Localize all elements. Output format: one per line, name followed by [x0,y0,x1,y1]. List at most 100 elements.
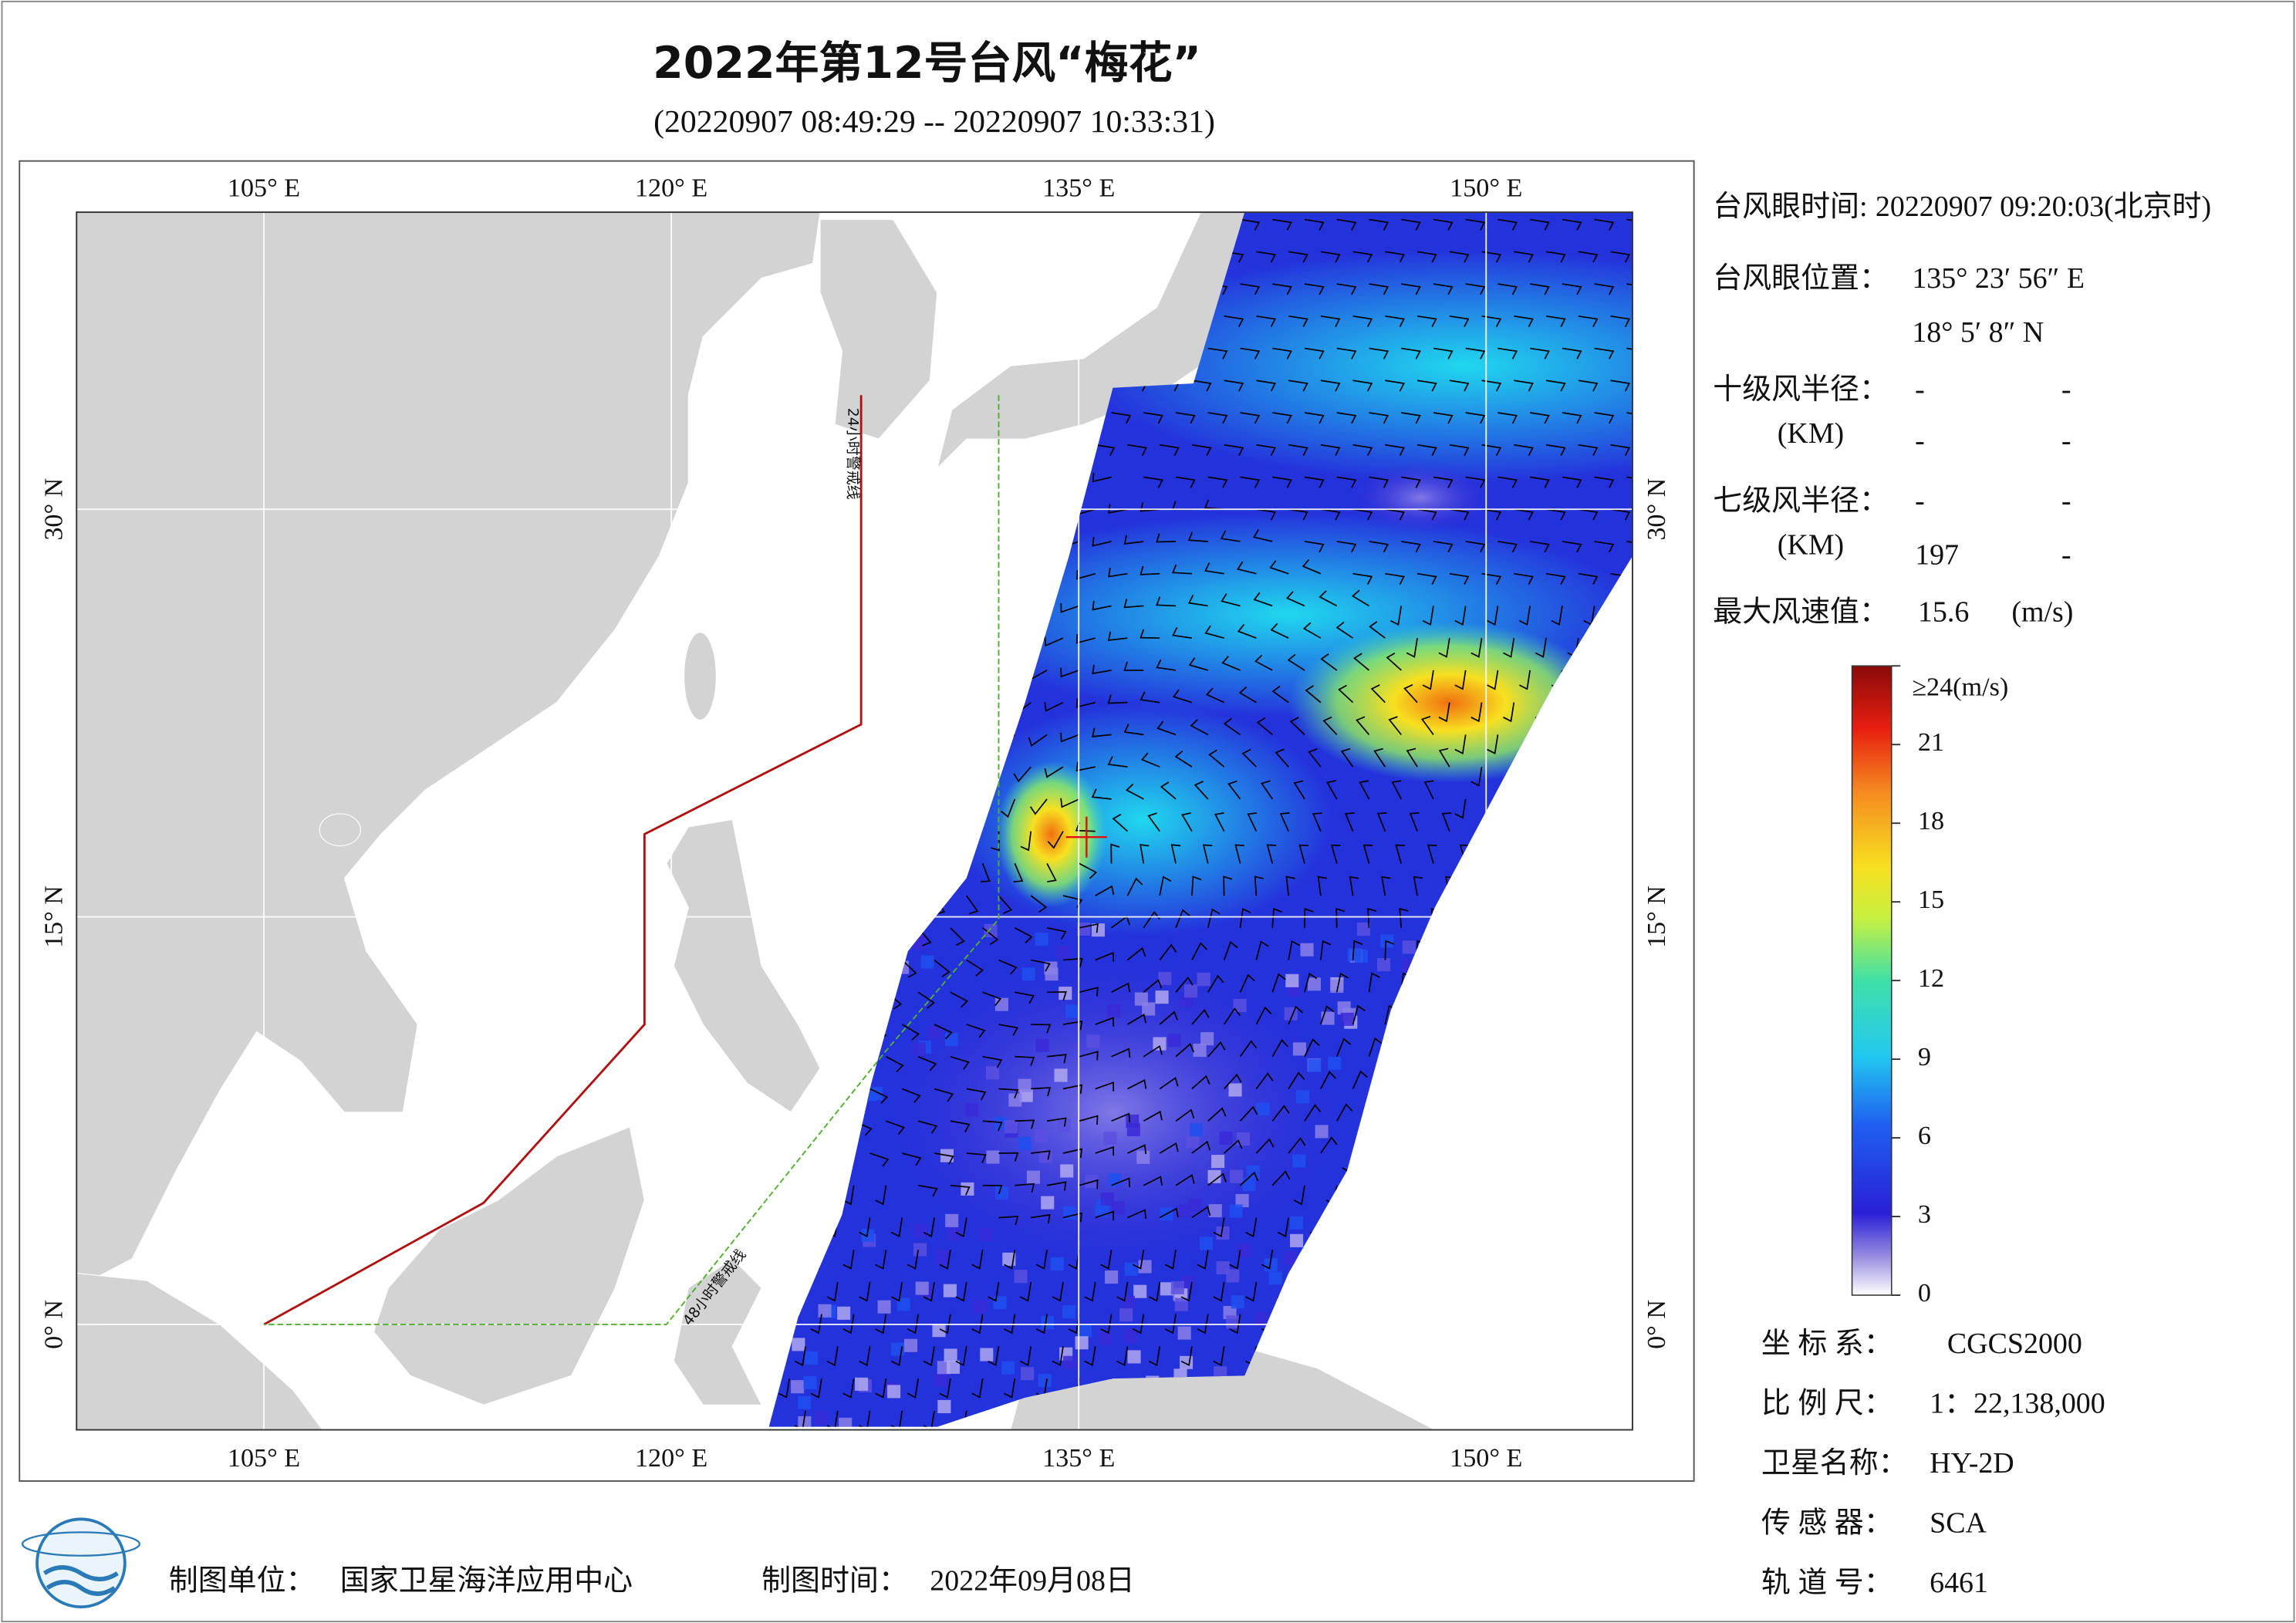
texture-pixel [994,997,1008,1011]
wind-barb [1188,657,1209,671]
info-unit: (KM) [1778,528,1844,561]
wind-barb [1449,444,1470,456]
wind-barb [1304,1038,1320,1058]
wind-barb [1207,908,1221,929]
wind-barb [934,1088,954,1102]
wind-barb [1518,606,1531,626]
wind-barb [1454,606,1467,626]
wind-barb [1338,684,1354,704]
wind-barb [1253,592,1273,607]
lat-tick-label: 0° N [40,1300,69,1349]
wind-barb [955,1346,967,1367]
colorbar-tick-label: 6 [1918,1122,1931,1150]
texture-pixel [1183,984,1198,998]
wind-barb [950,927,965,946]
wind-barb [1320,251,1341,263]
wind-barb [1336,476,1357,488]
wind-barb [901,959,917,978]
wind-barb [1046,862,1057,882]
info-value: - [1915,373,1925,406]
lat-tick-label: 30° N [1643,478,1671,541]
texture-pixel [861,1229,875,1243]
texture-pixel [927,1026,941,1040]
texture-pixel [1180,1355,1194,1369]
wind-barb [1320,1071,1336,1089]
wind-barb [1385,444,1405,456]
wind-barb [1175,476,1196,488]
wind-barb [1111,982,1131,994]
wind-barb [923,1281,935,1302]
wind-barb [966,895,979,915]
meta-label: 比 例 尺： [1761,1388,1893,1420]
wind-barb [1497,347,1518,359]
wind-barb [1335,908,1346,928]
wind-barb [859,1217,871,1238]
texture-pixel [1018,1136,1032,1151]
wind-barb [1015,1055,1035,1066]
wind-barb [1562,541,1582,553]
wind-barb [1028,734,1048,747]
texture-pixel [1001,1361,1015,1375]
wind-barb [907,1250,919,1270]
wind-barb [1220,530,1241,542]
texture-pixel [984,923,998,938]
wind-barb [1076,569,1096,580]
wind-barb [1156,659,1177,671]
wind-barb [1269,560,1289,575]
wind-barb [1352,1070,1368,1089]
wind-barb [1239,1105,1258,1122]
wind-barb [1610,315,1631,328]
texture-pixel [798,1395,812,1409]
wind-barb [1279,812,1290,832]
texture-pixel [1328,1056,1342,1070]
wind-barb [1079,1051,1099,1061]
wind-barb [1140,629,1160,639]
wind-barb [1035,1250,1048,1270]
wind-barb [1239,973,1255,993]
texture-pixel [1268,1271,1282,1285]
meta-label: 传 感 器： [1761,1507,1893,1539]
wind-barb [1100,1250,1113,1270]
wind-barb [923,1217,935,1238]
wind-barb [1562,283,1582,295]
wind-barb [1305,685,1322,704]
outer-frame [19,160,1695,1482]
texture-pixel [1219,1131,1233,1145]
wind-barb [1095,952,1115,962]
wind-barb [1406,747,1418,768]
wind-barb [1126,877,1143,896]
wind-barb [1004,1378,1016,1399]
texture-pixel [1004,1120,1018,1134]
warning-line-24h [263,395,863,1326]
wind-barb [1191,1140,1211,1154]
wind-barb [1481,572,1502,585]
texture-pixel [1056,945,1070,959]
wind-barb [842,1185,855,1206]
texture-pixel [973,1300,987,1314]
texture-pixel [1337,1001,1351,1015]
wind-barb [1270,623,1289,639]
texture-pixel [1235,1193,1249,1207]
wind-barb [794,1410,806,1427]
wind-barb [1160,444,1180,456]
texture-pixel [1230,1169,1244,1183]
wind-barb [1062,1021,1083,1031]
colorbar-tick-label: 15 [1918,886,1944,914]
wind-barb [1015,1183,1035,1193]
wind-barb [1159,1077,1179,1090]
texture-pixel [1160,1282,1174,1296]
wind-barb [1271,1105,1290,1122]
meta-label: 卫星名称： [1761,1447,1908,1480]
wind-barb [1298,844,1308,864]
texture-pixel [1226,1315,1240,1329]
wind-barb [842,1378,855,1399]
wind-barb [1224,444,1244,456]
wind-barb [971,1250,984,1270]
wind-barb [1224,1139,1243,1154]
wind-barb [1562,218,1582,231]
wind-barb [1095,1081,1115,1092]
wind-barb [1191,444,1212,456]
wind-barb [1385,251,1405,263]
wind-barb [1191,380,1212,392]
texture-pixel [937,1399,951,1414]
